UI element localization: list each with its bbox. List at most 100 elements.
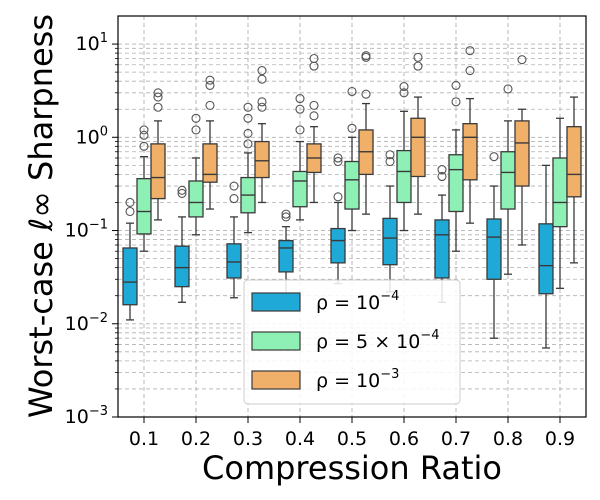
box: [434, 219, 450, 279]
series-rho=5e-4: [136, 80, 568, 289]
box: [174, 245, 190, 288]
x-tick-label: 0.5: [337, 428, 367, 450]
y-tick-label: 10−1: [65, 218, 108, 242]
outlier-point: [385, 156, 395, 167]
y-tick-label: 10−3: [65, 404, 108, 428]
outlier-point: [191, 113, 201, 123]
outlier-point: [399, 82, 409, 92]
outlier-point: [257, 102, 267, 112]
outlier-point: [153, 102, 163, 112]
legend: ρ = 10−4 ρ = 5 × 10−4 ρ = 10−3: [243, 279, 461, 405]
outlier-point: [205, 75, 215, 85]
outlier-point: [243, 102, 253, 112]
box: [188, 180, 204, 218]
box: [382, 217, 398, 266]
outlier-point: [139, 130, 149, 140]
outlier-point: [309, 111, 319, 121]
x-tick-label: 0.4: [285, 428, 315, 450]
outlier-point: [295, 125, 305, 135]
box: [462, 123, 478, 181]
y-tick-label: 10−2: [65, 311, 108, 335]
outlier-point: [281, 209, 291, 219]
outlier-point: [205, 100, 215, 110]
outlier-point: [243, 139, 253, 149]
box: [410, 117, 426, 178]
x-tick-label: 0.2: [181, 428, 211, 450]
outlier-point: [517, 55, 527, 65]
box: [202, 143, 218, 183]
outlier-point: [139, 141, 149, 151]
boxplots: [122, 46, 582, 349]
box: [292, 170, 308, 208]
legend-label: ρ = 10−3: [316, 367, 399, 392]
outlier-point: [347, 86, 357, 97]
box: [226, 243, 242, 279]
box: [486, 218, 502, 280]
y-tick-label: 100: [76, 124, 108, 148]
series-rho=1e-4: [122, 150, 554, 349]
x-tick-label: 0.3: [233, 428, 263, 450]
legend-swatch: [251, 292, 301, 312]
box: [566, 126, 582, 198]
legend-label: ρ = 5 × 10−4: [316, 328, 440, 353]
box: [396, 149, 412, 204]
box: [254, 140, 270, 179]
outlier-point: [229, 181, 239, 191]
outlier-point: [177, 188, 187, 198]
outlier-point: [385, 150, 395, 160]
legend-swatch: [251, 370, 301, 390]
outlier-point: [191, 125, 201, 135]
outlier-point: [437, 165, 447, 175]
outlier-point: [451, 80, 461, 90]
outlier-point: [243, 113, 253, 123]
x-tick-label: 0.8: [493, 428, 523, 450]
box: [448, 154, 464, 213]
outlier-point: [295, 94, 305, 104]
x-tick-label: 0.6: [389, 428, 419, 450]
outlier-point: [361, 89, 371, 99]
box: [150, 143, 166, 200]
y-axis-title: Worst-case ℓ∞ Sharpness: [22, 14, 60, 418]
outlier-point: [295, 104, 305, 114]
outlier-point: [413, 61, 423, 71]
box: [344, 160, 360, 210]
outlier-point: [229, 194, 239, 204]
y-tick-label: 101: [76, 31, 108, 55]
outlier-point: [257, 74, 267, 84]
outlier-point: [465, 46, 475, 56]
box: [500, 151, 516, 210]
outlier-point: [489, 152, 499, 162]
series-rho=1e-3: [150, 46, 582, 264]
outlier-point: [125, 197, 135, 208]
outlier-point: [177, 185, 187, 195]
outlier-point: [413, 52, 423, 62]
outlier-point: [451, 97, 461, 107]
outlier-point: [465, 65, 475, 76]
outlier-point: [333, 153, 343, 163]
outlier-point: [399, 88, 409, 98]
box: [514, 120, 530, 187]
outlier-point: [139, 125, 149, 135]
outlier-point: [153, 88, 163, 98]
outlier-point: [309, 61, 319, 71]
outlier-point: [257, 65, 267, 76]
outlier-point: [333, 192, 343, 202]
outlier-point: [437, 171, 447, 182]
outlier-point: [347, 123, 357, 133]
axis-ticks: 0.1 0.2 0.3 0.4 0.5 0.6 0.7 0.8 0.9 10−3 10−2 10−1 1…: [65, 31, 575, 450]
box: [122, 247, 138, 306]
outlier-point: [243, 128, 253, 138]
x-axis-title: Compression Ratio: [202, 449, 502, 487]
outlier-point: [205, 80, 215, 90]
outlier-point: [503, 84, 513, 94]
outlier-point: [281, 212, 291, 222]
box: [278, 239, 294, 273]
x-tick-label: 0.7: [441, 428, 471, 450]
outlier-point: [125, 206, 135, 217]
outlier-point: [309, 53, 319, 64]
box: [136, 178, 152, 235]
outlier-point: [257, 97, 267, 107]
x-tick-label: 0.1: [129, 428, 159, 450]
box: [538, 223, 554, 295]
